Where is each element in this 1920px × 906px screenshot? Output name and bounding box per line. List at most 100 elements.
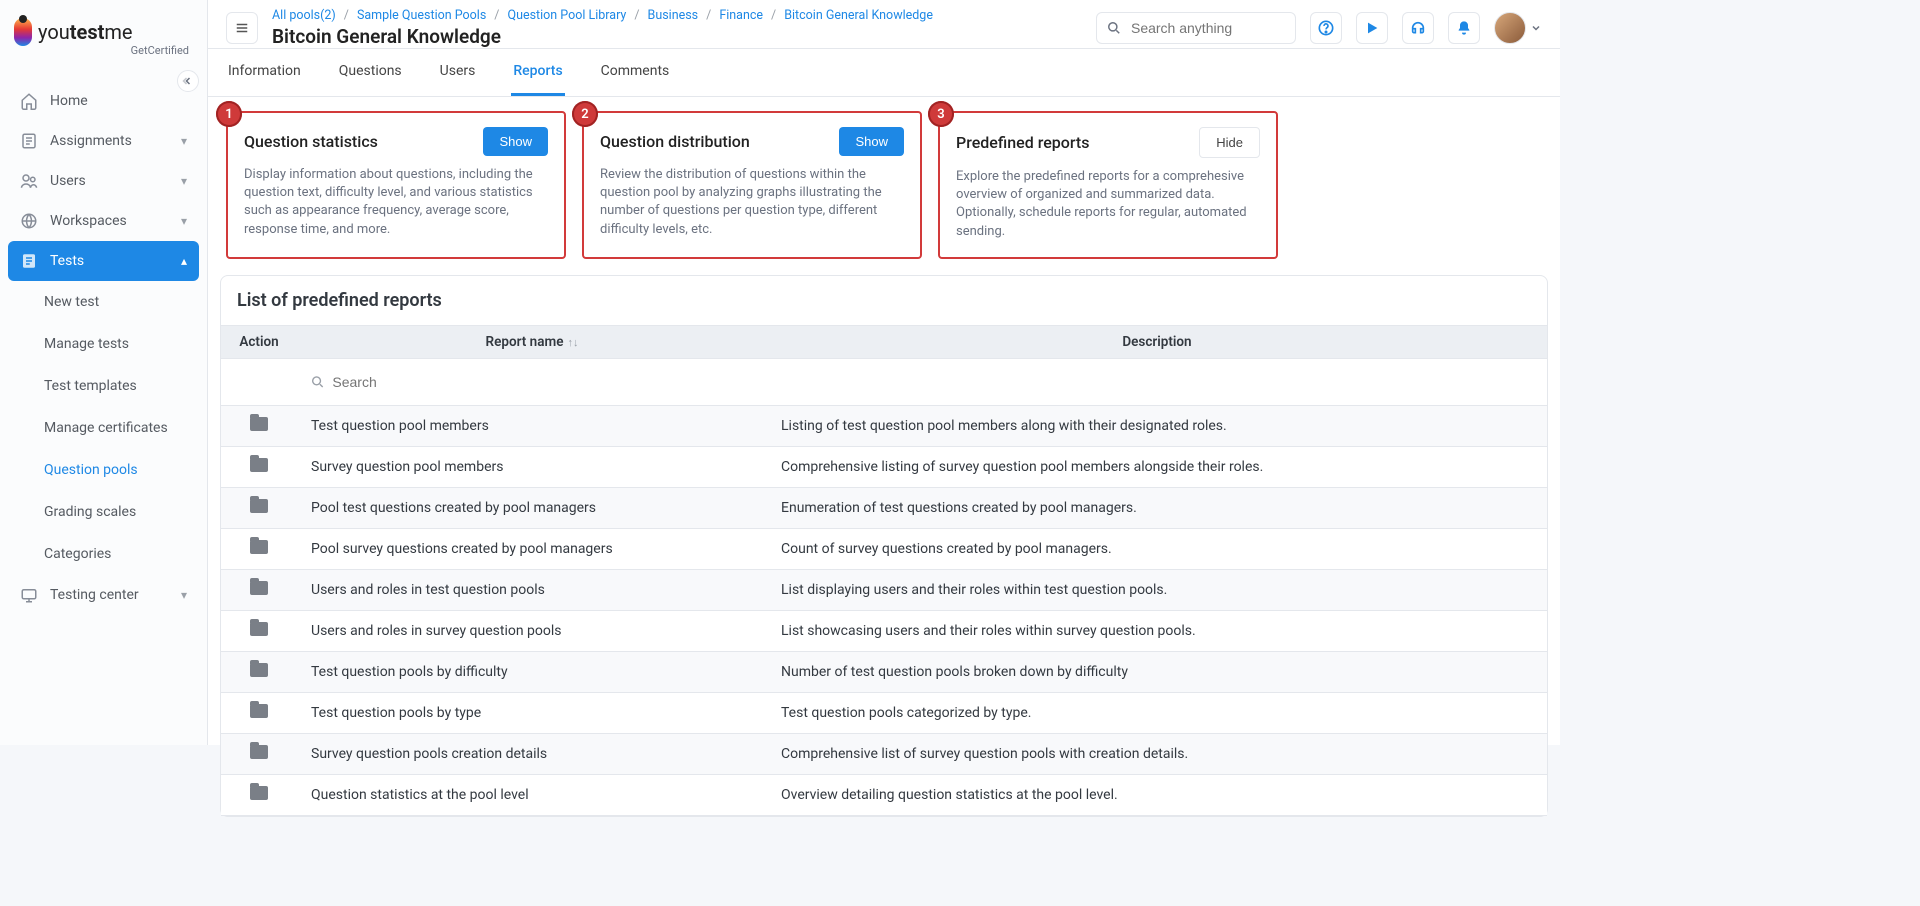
breadcrumb-link[interactable]: Question Pool Library	[507, 8, 626, 23]
open-report-action[interactable]	[221, 651, 297, 692]
breadcrumb-link[interactable]: Sample Question Pools	[357, 8, 486, 23]
sidebar-item-label: Users	[50, 173, 86, 189]
report-cards: 1 Question statistics Show Display infor…	[208, 97, 1560, 265]
tabs: Information Questions Users Reports Comments	[208, 49, 1560, 97]
open-report-action[interactable]	[221, 569, 297, 610]
breadcrumb-sep: /	[344, 8, 349, 23]
card-question-distribution: 2 Question distribution Show Review the …	[582, 111, 922, 259]
folder-open-icon	[250, 704, 268, 718]
testing-center-icon	[20, 586, 38, 604]
chevron-down-icon: ▾	[181, 588, 187, 602]
sidebar-subitem-manage-certificates[interactable]: Manage certificates	[36, 407, 199, 449]
table-row: Test question pools by typeTest question…	[221, 692, 1547, 733]
sidebar-item-users[interactable]: Users▾	[8, 161, 199, 201]
breadcrumb-link[interactable]: All pools(2)	[272, 8, 336, 23]
sidebar-item-workspaces[interactable]: Workspaces▾	[8, 201, 199, 241]
sidebar-item-label: Workspaces	[50, 213, 127, 229]
tab-questions[interactable]: Questions	[337, 49, 404, 96]
sidebar-item-label: Assignments	[50, 133, 132, 149]
sidebar-item-testing-center[interactable]: Testing center ▾	[8, 575, 199, 615]
card-desc: Review the distribution of questions wit…	[600, 166, 904, 239]
sidebar-subitem-categories[interactable]: Categories	[36, 533, 199, 575]
search-box[interactable]	[1096, 12, 1296, 44]
report-name: Survey question pools creation details	[297, 733, 767, 774]
sidebar-item-label: Testing center	[50, 587, 139, 603]
chevron-down-icon: ▾	[181, 134, 187, 148]
open-report-action[interactable]	[221, 487, 297, 528]
annotation-badge-1: 1	[216, 101, 242, 127]
name-filter-input[interactable]	[330, 370, 753, 394]
assignments-icon	[20, 132, 38, 150]
reports-table: Action Report name↑↓ Description	[221, 325, 1547, 816]
sidebar: youtestme GetCertified Home Assignments ▾ U…	[0, 0, 208, 745]
breadcrumb-sep: /	[706, 8, 711, 23]
folder-open-icon	[250, 745, 268, 759]
report-desc: List displaying users and their roles wi…	[767, 569, 1547, 610]
sidebar-item-assignments[interactable]: Assignments ▾	[8, 121, 199, 161]
breadcrumb-link[interactable]: Finance	[719, 8, 763, 23]
tab-users[interactable]: Users	[438, 49, 478, 96]
show-dist-button[interactable]: Show	[839, 127, 904, 156]
breadcrumb-link[interactable]: Business	[648, 8, 699, 23]
breadcrumb-sep: /	[771, 8, 776, 23]
filter-row	[221, 358, 1547, 405]
breadcrumb: All pools(2) / Sample Question Pools / Quest…	[272, 8, 1082, 23]
report-name: Users and roles in test question pools	[297, 569, 767, 610]
breadcrumb-link[interactable]: Bitcoin General Knowledge	[784, 8, 933, 23]
folder-open-icon	[250, 417, 268, 431]
sidebar-subitem-new-test[interactable]: New test	[36, 281, 199, 323]
folder-open-icon	[250, 786, 268, 800]
help-button[interactable]	[1310, 12, 1342, 44]
tab-comments[interactable]: Comments	[599, 49, 672, 96]
col-desc: Description	[767, 325, 1547, 358]
search-icon	[1107, 20, 1121, 36]
folder-open-icon	[250, 499, 268, 513]
page-title: Bitcoin General Knowledge	[272, 25, 1082, 48]
sidebar-subitem-grading-scales[interactable]: Grading scales	[36, 491, 199, 533]
open-report-action[interactable]	[221, 733, 297, 774]
topbar: All pools(2) / Sample Question Pools / Quest…	[208, 0, 1560, 49]
report-desc: Count of survey questions created by poo…	[767, 528, 1547, 569]
open-report-action[interactable]	[221, 692, 297, 733]
card-desc: Display information about questions, inc…	[244, 166, 548, 239]
help-icon	[1318, 20, 1334, 36]
sidebar-subitem-question-pools[interactable]: Question pools	[36, 449, 199, 491]
sidebar-subitem-test-templates[interactable]: Test templates	[36, 365, 199, 407]
notifications-button[interactable]	[1448, 12, 1480, 44]
headset-icon	[1410, 20, 1426, 36]
sidebar-item-tests[interactable]: Tests▴	[8, 241, 199, 281]
show-stats-button[interactable]: Show	[483, 127, 548, 156]
sidebar-item-label: Tests	[50, 253, 84, 269]
report-name: Pool test questions created by pool mana…	[297, 487, 767, 528]
logo[interactable]: youtestme GetCertified	[0, 0, 207, 63]
col-name[interactable]: Report name↑↓	[297, 325, 767, 358]
sidebar-submenu: New testManage testsTest templatesManage…	[8, 281, 199, 575]
tab-information[interactable]: Information	[226, 49, 303, 96]
hamburger-button[interactable]	[226, 12, 258, 44]
report-desc: Test question pools categorized by type.	[767, 692, 1547, 733]
users-icon	[20, 172, 38, 190]
folder-open-icon	[250, 540, 268, 554]
report-desc: List showcasing users and their roles wi…	[767, 610, 1547, 651]
sidebar-item-home[interactable]: Home	[8, 81, 199, 121]
logo-text: youtestme	[38, 20, 133, 44]
card-title: Predefined reports	[956, 133, 1089, 152]
support-button[interactable]	[1402, 12, 1434, 44]
play-button[interactable]	[1356, 12, 1388, 44]
open-report-action[interactable]	[221, 774, 297, 815]
open-report-action[interactable]	[221, 610, 297, 651]
avatar	[1494, 12, 1526, 44]
tab-reports[interactable]: Reports	[511, 49, 564, 96]
home-icon	[20, 92, 38, 110]
search-input[interactable]	[1129, 19, 1285, 37]
table-row: Pool test questions created by pool mana…	[221, 487, 1547, 528]
sidebar-subitem-manage-tests[interactable]: Manage tests	[36, 323, 199, 365]
user-menu[interactable]	[1494, 12, 1542, 44]
card-title: Question statistics	[244, 132, 378, 151]
open-report-action[interactable]	[221, 405, 297, 446]
tests-icon	[20, 252, 38, 270]
open-report-action[interactable]	[221, 446, 297, 487]
app-root: youtestme GetCertified Home Assignments ▾ U…	[0, 0, 1560, 745]
open-report-action[interactable]	[221, 528, 297, 569]
hide-pred-button[interactable]: Hide	[1199, 127, 1260, 158]
